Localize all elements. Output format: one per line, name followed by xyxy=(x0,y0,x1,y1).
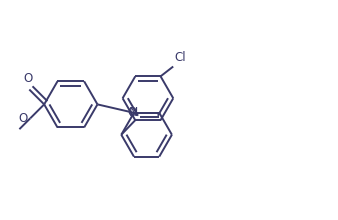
Text: Cl: Cl xyxy=(175,51,186,64)
Text: O: O xyxy=(127,106,137,119)
Text: N: N xyxy=(129,106,139,119)
Text: O: O xyxy=(23,72,32,85)
Text: O: O xyxy=(18,112,27,125)
